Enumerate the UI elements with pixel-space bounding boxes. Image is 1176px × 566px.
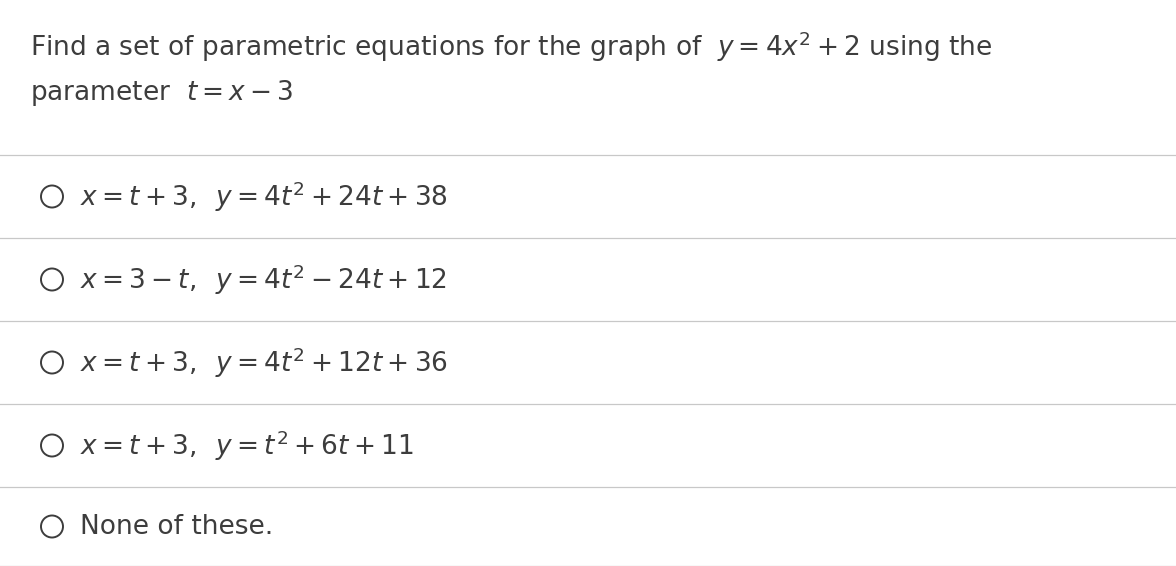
Text: $x = t + 3,\;\; y = 4t^2 + 24t + 38$: $x = t + 3,\;\; y = 4t^2 + 24t + 38$: [80, 179, 448, 214]
Text: parameter  $t = x - 3$: parameter $t = x - 3$: [31, 78, 293, 108]
Text: None of these.: None of these.: [80, 513, 273, 539]
Text: $x = t + 3,\;\; y = 4t^2 + 12t + 36$: $x = t + 3,\;\; y = 4t^2 + 12t + 36$: [80, 345, 448, 380]
Text: $x = 3 - t,\;\; y = 4t^2 - 24t + 12$: $x = 3 - t,\;\; y = 4t^2 - 24t + 12$: [80, 262, 447, 297]
Text: $x = t + 3,\;\; y = t^2 + 6t + 11$: $x = t + 3,\;\; y = t^2 + 6t + 11$: [80, 428, 414, 463]
Text: Find a set of parametric equations for the graph of  $y = 4x^2 + 2$ using the: Find a set of parametric equations for t…: [31, 30, 993, 65]
